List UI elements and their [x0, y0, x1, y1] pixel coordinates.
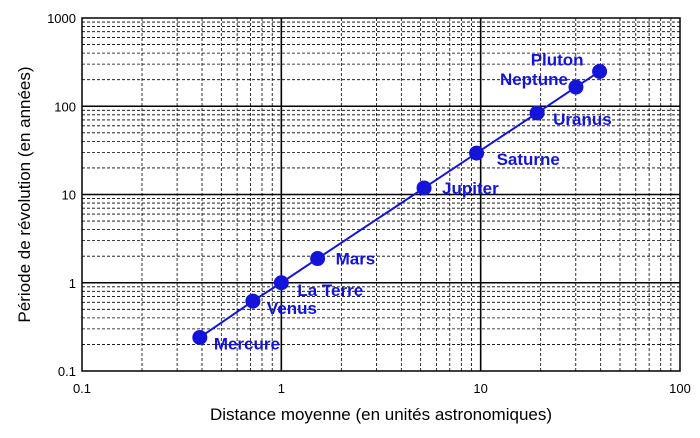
x-tick-label: 100: [669, 381, 691, 396]
y-tick-label: 1: [69, 276, 76, 291]
x-axis-title: Distance moyenne (en unités astronomique…: [210, 405, 552, 424]
y-tick-label: 100: [54, 99, 76, 114]
point-label: Neptune: [500, 70, 568, 89]
y-axis-title: Période de révolution (en années): [15, 66, 34, 322]
point-label: Saturne: [497, 150, 560, 169]
data-point: [568, 79, 584, 95]
point-label: Pluton: [531, 50, 584, 69]
tick-labels: 0.1 1 10 100 0.1 1 10 100 1000: [47, 11, 691, 396]
point-label: Mars: [336, 250, 376, 269]
data-point: [310, 251, 326, 267]
x-tick-label: 0.1: [73, 381, 91, 396]
data-point: [529, 105, 545, 121]
data-point: [245, 293, 261, 309]
data-point: [469, 145, 485, 161]
data-point: [192, 329, 208, 345]
x-tick-label: 10: [473, 381, 487, 396]
plot-frame: [81, 17, 681, 372]
point-label: Mercure: [214, 334, 280, 353]
data-point: [592, 63, 608, 79]
y-tick-label: 0.1: [58, 364, 76, 379]
grid: [82, 18, 680, 371]
point-label: Jupiter: [442, 179, 499, 198]
data-point: [416, 180, 432, 196]
x-tick-label: 1: [278, 381, 285, 396]
data-points: [192, 63, 608, 345]
point-label: La Terre: [297, 281, 363, 300]
point-label: Uranus: [553, 110, 612, 129]
point-label: Venus: [267, 299, 317, 318]
y-tick-label: 1000: [47, 11, 76, 26]
y-tick-label: 10: [62, 188, 76, 203]
data-point: [273, 275, 289, 291]
